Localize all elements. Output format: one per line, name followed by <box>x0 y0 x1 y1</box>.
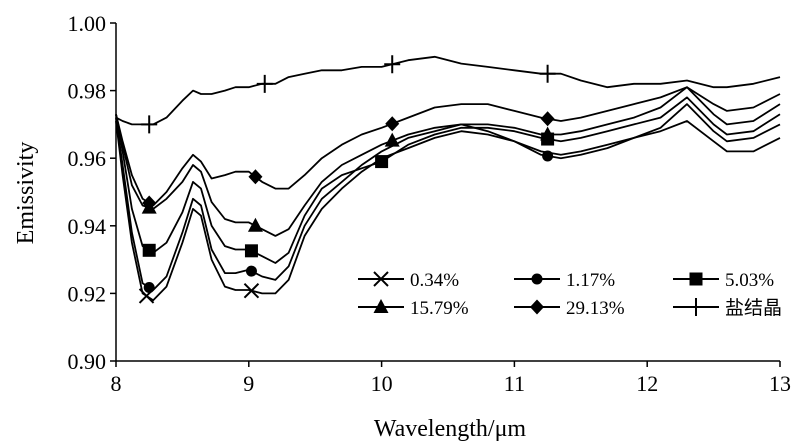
data-point-marker <box>142 195 157 211</box>
series-line <box>115 55 781 126</box>
legend-label: 15.79% <box>410 298 469 319</box>
legend-marker <box>373 271 389 287</box>
legend-label: 29.13% <box>566 298 625 319</box>
y-tick-label: 0.90 <box>68 349 107 374</box>
data-point-marker <box>247 217 263 232</box>
y-tick-label: 0.96 <box>68 146 107 171</box>
legend-item: 15.79% <box>358 298 469 319</box>
legend-item: 0.34% <box>358 270 459 291</box>
data-point-marker <box>142 243 156 257</box>
data-point-marker <box>385 116 400 132</box>
series-line <box>115 86 781 207</box>
legend-item: 盐结晶 <box>673 297 782 319</box>
series-line <box>115 103 781 291</box>
series-group <box>115 86 781 211</box>
y-tick-label: 0.94 <box>68 214 107 239</box>
legend-label: 盐结晶 <box>725 297 782 319</box>
x-tick-label: 9 <box>243 371 254 396</box>
data-point-marker <box>375 155 389 169</box>
data-point-marker <box>540 111 555 127</box>
data-point-marker <box>141 115 158 134</box>
data-point-marker <box>540 126 556 141</box>
y-axis-title: Emissivity <box>13 142 39 245</box>
y-tick-label: 0.92 <box>68 281 107 306</box>
data-point-marker <box>256 74 273 93</box>
legend-marker <box>530 299 544 315</box>
legend-label: 5.03% <box>725 270 774 291</box>
legend-item: 5.03% <box>673 270 774 291</box>
series-group <box>115 55 781 134</box>
x-tick-label: 10 <box>371 371 393 396</box>
legend-marker <box>688 298 704 316</box>
data-point-marker <box>244 244 258 258</box>
legend-label: 0.34% <box>410 270 459 291</box>
series-line <box>115 96 781 264</box>
legend-label: 1.17% <box>566 270 615 291</box>
x-tick-label: 8 <box>111 371 122 396</box>
legend-item: 1.17% <box>514 270 615 291</box>
axes: 8 9 10 11 12 13 0.90 0.92 0.94 0.96 0.98 1.00 <box>68 11 792 396</box>
data-point-marker <box>539 64 556 83</box>
data-point-marker <box>384 132 400 147</box>
data-point-marker <box>542 150 554 162</box>
data-point-marker <box>384 55 401 74</box>
x-tick-label: 11 <box>504 371 525 396</box>
data-point-marker <box>248 169 263 185</box>
series-layer <box>115 55 781 304</box>
x-tick-label: 13 <box>769 371 791 396</box>
legend-marker <box>373 299 389 313</box>
y-tick-label: 0.98 <box>68 79 107 104</box>
x-axis-title: Wavelength/μm <box>374 416 527 442</box>
y-tick-label: 1.00 <box>68 11 107 36</box>
x-tick-label: 12 <box>636 371 658 396</box>
series-group <box>115 103 781 293</box>
series-line <box>115 86 781 237</box>
legend-marker <box>689 272 703 286</box>
data-point-marker <box>245 265 257 277</box>
data-point-marker <box>243 282 260 299</box>
legend-marker <box>531 273 543 285</box>
legend: 0.34% 1.17% 5.03% 15.79% 29.13% 盐结晶 <box>358 270 782 319</box>
legend-item: 29.13% <box>514 298 625 319</box>
series-group <box>115 96 781 264</box>
data-point-marker <box>143 281 155 293</box>
